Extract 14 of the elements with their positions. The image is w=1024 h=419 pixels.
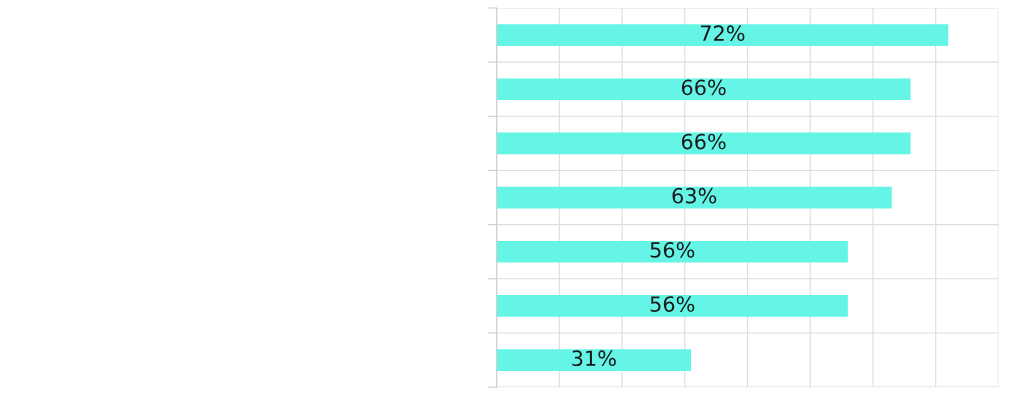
data-label: 72% <box>700 25 745 42</box>
data-label: 66% <box>681 133 726 150</box>
data-label: 66% <box>681 79 726 96</box>
bar <box>496 186 892 209</box>
data-label: 56% <box>650 296 695 312</box>
bar <box>496 132 911 155</box>
bar <box>496 240 848 263</box>
data-label: 56% <box>650 242 695 258</box>
bar <box>496 78 911 101</box>
bar <box>496 24 949 46</box>
bar <box>496 295 848 317</box>
data-label: 63% <box>672 187 717 204</box>
data-label: 31% <box>572 350 616 367</box>
bar <box>496 349 692 371</box>
